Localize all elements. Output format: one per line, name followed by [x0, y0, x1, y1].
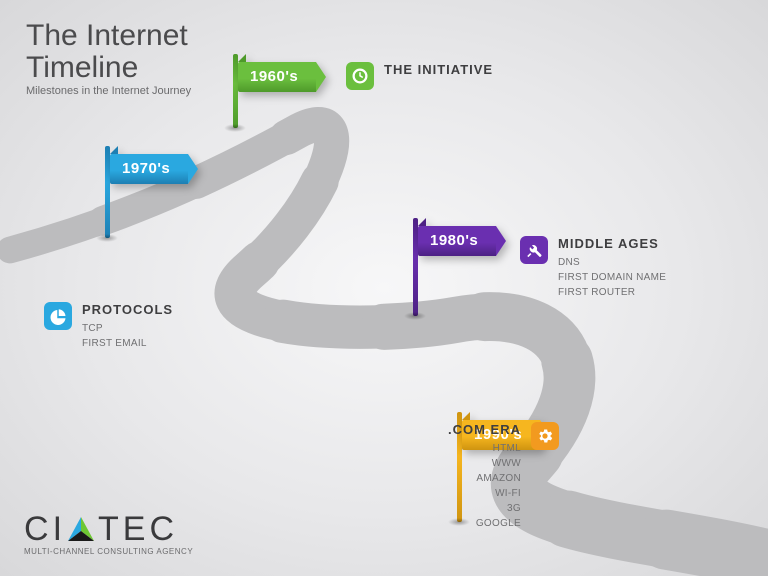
milestone-item-list: HTMLWWWAMAZONWI-FI3GGOOGLE	[448, 441, 521, 531]
flag-banner-label: 1980's	[418, 226, 496, 256]
milestone-item: FIRST DOMAIN NAME	[558, 270, 666, 285]
milestone-flag-m1970: 1970's	[110, 154, 188, 184]
milestone-item: GOOGLE	[448, 516, 521, 531]
milestone-heading: MIDDLE AGES	[558, 236, 666, 251]
flag-base-shadow	[224, 124, 246, 132]
clock-icon	[346, 62, 374, 90]
milestone-heading: THE INITIATIVE	[384, 62, 493, 77]
milestone-heading: PROTOCOLS	[82, 302, 173, 317]
logo-tagline: MULTI-CHANNEL CONSULTING AGENCY	[24, 547, 193, 556]
milestone-item: WWW	[448, 456, 521, 471]
tools-icon	[520, 236, 548, 264]
flag-banner-label: 1960's	[238, 62, 316, 92]
milestone-item-list: DNSFIRST DOMAIN NAMEFIRST ROUTER	[558, 255, 666, 300]
milestone-item: FIRST ROUTER	[558, 285, 666, 300]
page-subtitle: Milestones in the Internet Journey	[26, 85, 191, 97]
milestone-item: FIRST EMAIL	[82, 336, 173, 351]
milestone-info-m1980: MIDDLE AGES DNSFIRST DOMAIN NAMEFIRST ROU…	[520, 236, 666, 300]
title-block: The InternetTimeline Milestones in the I…	[26, 20, 191, 97]
logo-text: CI TEC	[24, 510, 193, 549]
milestone-item: TCP	[82, 321, 173, 336]
milestone-heading: .COM ERA	[448, 422, 521, 437]
flag-fold	[238, 54, 246, 62]
pie-icon	[44, 302, 72, 330]
timeline-infographic: The InternetTimeline Milestones in the I…	[0, 0, 768, 576]
milestone-flag-m1980: 1980's	[418, 226, 496, 256]
flag-banner-label: 1970's	[110, 154, 188, 184]
flag-fold	[418, 218, 426, 226]
milestone-info-m1990: .COM ERA HTMLWWWAMAZONWI-FI3GGOOGLE	[448, 422, 559, 531]
milestone-item: WI-FI	[448, 486, 521, 501]
milestone-item: HTML	[448, 441, 521, 456]
page-title: The InternetTimeline	[26, 20, 191, 83]
brand-logo: CI TEC MULTI-CHANNEL CONSULTING AGENCY	[24, 510, 193, 556]
milestone-item: DNS	[558, 255, 666, 270]
milestone-item: 3G	[448, 501, 521, 516]
flag-fold	[110, 146, 118, 154]
milestone-info-m1960: THE INITIATIVE	[346, 62, 493, 90]
logo-triangle-icon	[66, 515, 96, 543]
flag-fold	[462, 412, 470, 420]
flag-base-shadow	[96, 234, 118, 242]
gear-icon	[531, 422, 559, 450]
milestone-item-list: TCPFIRST EMAIL	[82, 321, 173, 351]
flag-base-shadow	[404, 312, 426, 320]
milestone-flag-m1960: 1960's	[238, 62, 316, 92]
milestone-item: AMAZON	[448, 471, 521, 486]
milestone-info-m1970: PROTOCOLS TCPFIRST EMAIL	[44, 302, 173, 351]
